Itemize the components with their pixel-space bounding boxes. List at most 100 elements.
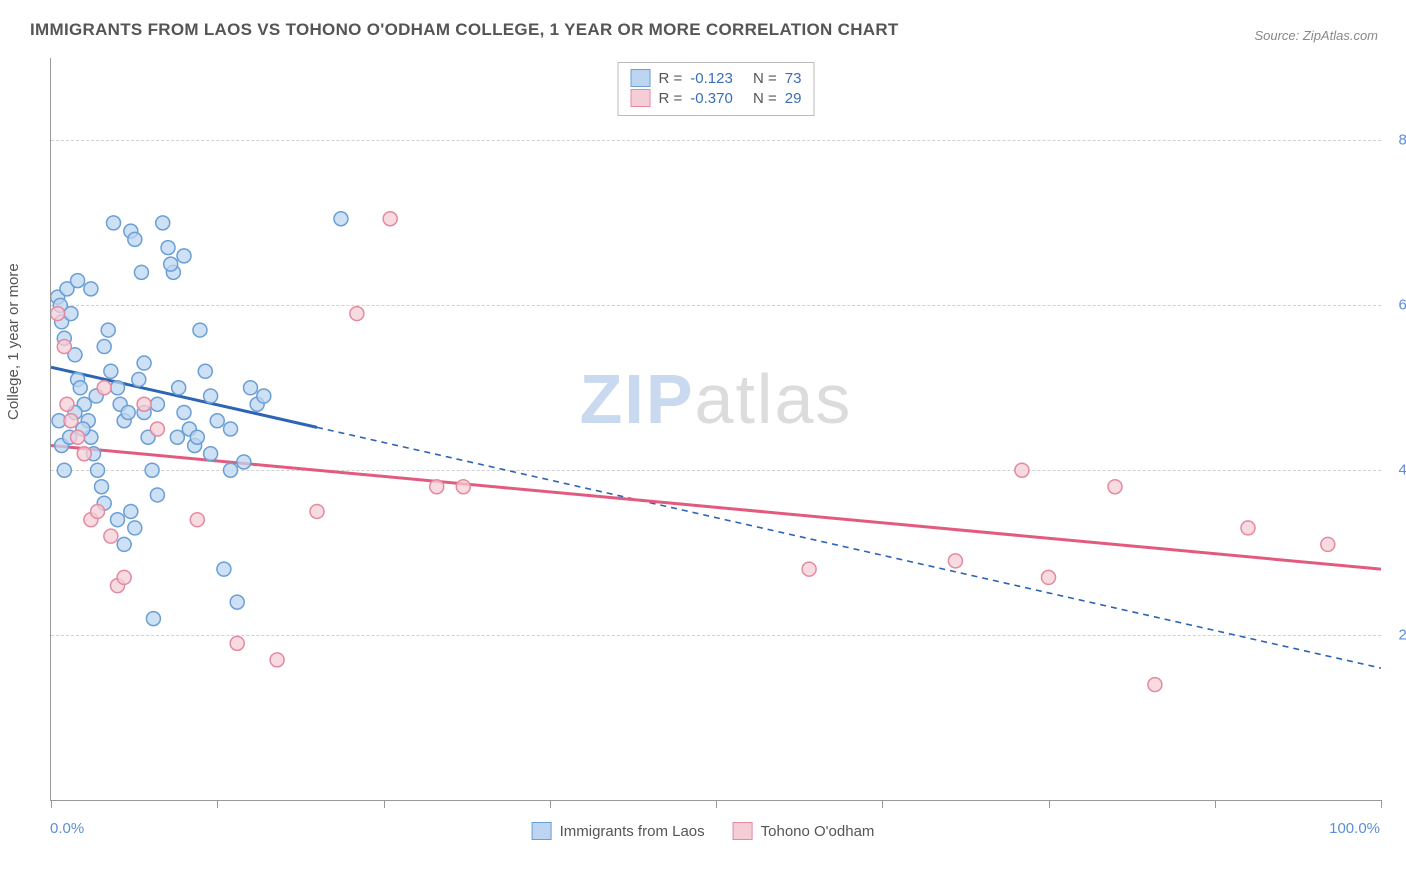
data-point <box>217 562 231 576</box>
data-point <box>51 307 65 321</box>
r-value: -0.123 <box>690 70 733 87</box>
n-label: N = <box>753 70 777 87</box>
data-point <box>145 463 159 477</box>
legend-label: Tohono O'odham <box>761 823 875 840</box>
r-label: R = <box>659 70 683 87</box>
data-point <box>104 364 118 378</box>
data-point <box>224 422 238 436</box>
data-point <box>170 430 184 444</box>
x-axis-end-label: 100.0% <box>1329 820 1380 837</box>
data-point <box>150 397 164 411</box>
swatch-icon <box>733 822 753 840</box>
legend-item: Tohono O'odham <box>733 822 875 840</box>
y-tick-label: 40.0% <box>1398 462 1406 479</box>
legend-label: Immigrants from Laos <box>560 823 705 840</box>
data-point <box>124 504 138 518</box>
r-value: -0.370 <box>690 90 733 107</box>
x-tick <box>217 800 218 808</box>
y-tick-label: 80.0% <box>1398 132 1406 149</box>
data-point <box>204 389 218 403</box>
x-tick <box>1215 800 1216 808</box>
data-point <box>1015 463 1029 477</box>
data-point <box>1241 521 1255 535</box>
y-tick-label: 60.0% <box>1398 297 1406 314</box>
data-point <box>244 381 258 395</box>
swatch-icon <box>532 822 552 840</box>
data-point <box>117 537 131 551</box>
swatch-icon <box>631 69 651 87</box>
x-axis-start-label: 0.0% <box>50 820 84 837</box>
data-point <box>1108 480 1122 494</box>
data-point <box>71 430 85 444</box>
data-point <box>132 373 146 387</box>
swatch-icon <box>631 89 651 107</box>
x-tick <box>716 800 717 808</box>
data-point <box>64 307 78 321</box>
data-point <box>117 570 131 584</box>
data-point <box>230 595 244 609</box>
data-point <box>430 480 444 494</box>
n-value: 29 <box>785 90 802 107</box>
correlation-stats-box: R = -0.123 N = 73 R = -0.370 N = 29 <box>618 62 815 116</box>
source-attribution: Source: ZipAtlas.com <box>1254 28 1378 43</box>
x-tick <box>550 800 551 808</box>
data-point <box>121 406 135 420</box>
data-point <box>204 447 218 461</box>
data-point <box>101 323 115 337</box>
data-point <box>57 463 71 477</box>
data-point <box>802 562 816 576</box>
data-point <box>111 381 125 395</box>
x-tick <box>1049 800 1050 808</box>
data-point <box>177 249 191 263</box>
data-point <box>383 212 397 226</box>
data-point <box>97 340 111 354</box>
data-point <box>128 232 142 246</box>
data-point <box>190 513 204 527</box>
stats-row: R = -0.123 N = 73 <box>631 69 802 87</box>
data-point <box>948 554 962 568</box>
data-point <box>177 406 191 420</box>
data-point <box>164 257 178 271</box>
x-tick <box>1381 800 1382 808</box>
data-point <box>84 282 98 296</box>
data-point <box>77 447 91 461</box>
data-point <box>73 381 87 395</box>
data-point <box>146 612 160 626</box>
data-point <box>71 274 85 288</box>
data-point <box>128 521 142 535</box>
r-label: R = <box>659 90 683 107</box>
scatter-svg <box>51 58 1381 800</box>
data-point <box>107 216 121 230</box>
data-point <box>270 653 284 667</box>
legend-item: Immigrants from Laos <box>532 822 705 840</box>
chart-title: IMMIGRANTS FROM LAOS VS TOHONO O'ODHAM C… <box>30 20 899 40</box>
data-point <box>210 414 224 428</box>
x-tick <box>384 800 385 808</box>
data-point <box>350 307 364 321</box>
data-point <box>111 513 125 527</box>
y-axis-label: College, 1 year or more <box>5 263 22 420</box>
data-point <box>193 323 207 337</box>
data-point <box>237 455 251 469</box>
data-point <box>310 504 324 518</box>
data-point <box>172 381 186 395</box>
data-point <box>64 414 78 428</box>
x-tick <box>51 800 52 808</box>
data-point <box>156 216 170 230</box>
data-point <box>334 212 348 226</box>
data-point <box>1148 678 1162 692</box>
data-point <box>91 463 105 477</box>
x-tick <box>882 800 883 808</box>
data-point <box>95 480 109 494</box>
data-point <box>134 265 148 279</box>
data-point <box>60 397 74 411</box>
data-point <box>456 480 470 494</box>
data-point <box>150 488 164 502</box>
data-point <box>198 364 212 378</box>
data-point <box>57 340 71 354</box>
data-point <box>190 430 204 444</box>
data-point <box>1042 570 1056 584</box>
y-tick-label: 20.0% <box>1398 627 1406 644</box>
stats-row: R = -0.370 N = 29 <box>631 89 802 107</box>
n-value: 73 <box>785 70 802 87</box>
